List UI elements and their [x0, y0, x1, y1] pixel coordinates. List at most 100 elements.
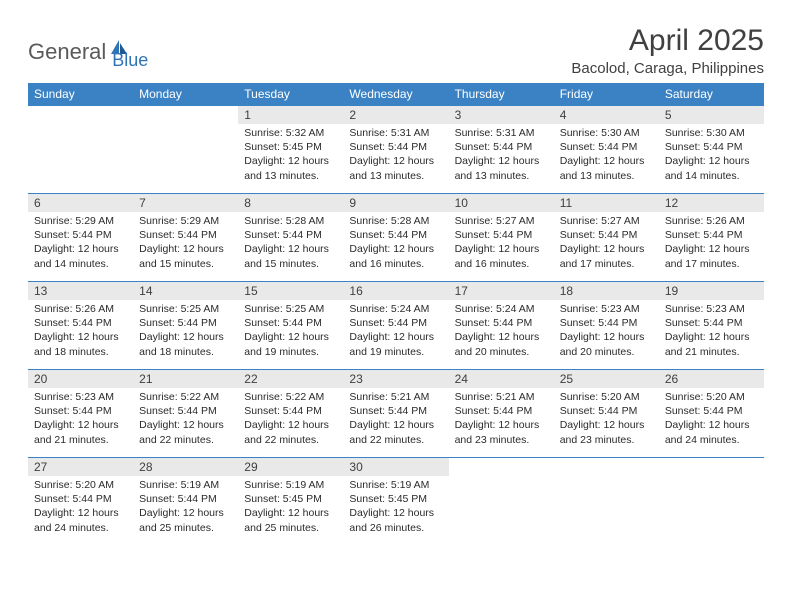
calendar-body: 1Sunrise: 5:32 AMSunset: 5:45 PMDaylight… — [28, 106, 764, 546]
day-details: Sunrise: 5:20 AMSunset: 5:44 PMDaylight:… — [554, 388, 659, 451]
logo-text-part2: Blue — [112, 50, 148, 71]
calendar-row: 6Sunrise: 5:29 AMSunset: 5:44 PMDaylight… — [28, 194, 764, 282]
weekday-header: Thursday — [449, 83, 554, 106]
day-details: Sunrise: 5:27 AMSunset: 5:44 PMDaylight:… — [554, 212, 659, 275]
day-details: Sunrise: 5:24 AMSunset: 5:44 PMDaylight:… — [449, 300, 554, 363]
day-details: Sunrise: 5:27 AMSunset: 5:44 PMDaylight:… — [449, 212, 554, 275]
calendar-cell: 7Sunrise: 5:29 AMSunset: 5:44 PMDaylight… — [133, 194, 238, 282]
day-details: Sunrise: 5:22 AMSunset: 5:44 PMDaylight:… — [133, 388, 238, 451]
calendar-cell: 10Sunrise: 5:27 AMSunset: 5:44 PMDayligh… — [449, 194, 554, 282]
day-number: 7 — [133, 194, 238, 212]
calendar-cell: 12Sunrise: 5:26 AMSunset: 5:44 PMDayligh… — [659, 194, 764, 282]
page-title: April 2025 — [571, 24, 764, 58]
day-number: 17 — [449, 282, 554, 300]
logo-text-part1: General — [28, 39, 106, 65]
calendar-cell: 19Sunrise: 5:23 AMSunset: 5:44 PMDayligh… — [659, 282, 764, 370]
day-details: Sunrise: 5:29 AMSunset: 5:44 PMDaylight:… — [28, 212, 133, 275]
day-number: 20 — [28, 370, 133, 388]
day-number: 26 — [659, 370, 764, 388]
weekday-header: Tuesday — [238, 83, 343, 106]
calendar-cell: 5Sunrise: 5:30 AMSunset: 5:44 PMDaylight… — [659, 106, 764, 194]
calendar-cell: 30Sunrise: 5:19 AMSunset: 5:45 PMDayligh… — [343, 458, 448, 546]
day-number: 30 — [343, 458, 448, 476]
day-details: Sunrise: 5:20 AMSunset: 5:44 PMDaylight:… — [659, 388, 764, 451]
day-details: Sunrise: 5:22 AMSunset: 5:44 PMDaylight:… — [238, 388, 343, 451]
calendar-row: 27Sunrise: 5:20 AMSunset: 5:44 PMDayligh… — [28, 458, 764, 546]
day-details: Sunrise: 5:28 AMSunset: 5:44 PMDaylight:… — [343, 212, 448, 275]
day-number: 16 — [343, 282, 448, 300]
weekday-header: Friday — [554, 83, 659, 106]
weekday-header: Saturday — [659, 83, 764, 106]
calendar-cell: 21Sunrise: 5:22 AMSunset: 5:44 PMDayligh… — [133, 370, 238, 458]
calendar-cell: 16Sunrise: 5:24 AMSunset: 5:44 PMDayligh… — [343, 282, 448, 370]
day-details: Sunrise: 5:24 AMSunset: 5:44 PMDaylight:… — [343, 300, 448, 363]
weekday-header: Wednesday — [343, 83, 448, 106]
location-subtitle: Bacolod, Caraga, Philippines — [571, 60, 764, 77]
day-details: Sunrise: 5:20 AMSunset: 5:44 PMDaylight:… — [28, 476, 133, 539]
calendar-cell — [554, 458, 659, 546]
calendar-cell: 25Sunrise: 5:20 AMSunset: 5:44 PMDayligh… — [554, 370, 659, 458]
calendar-row: 1Sunrise: 5:32 AMSunset: 5:45 PMDaylight… — [28, 106, 764, 194]
calendar-cell: 6Sunrise: 5:29 AMSunset: 5:44 PMDaylight… — [28, 194, 133, 282]
day-number: 4 — [554, 106, 659, 124]
day-number: 5 — [659, 106, 764, 124]
day-details: Sunrise: 5:25 AMSunset: 5:44 PMDaylight:… — [133, 300, 238, 363]
day-number: 14 — [133, 282, 238, 300]
day-details: Sunrise: 5:29 AMSunset: 5:44 PMDaylight:… — [133, 212, 238, 275]
weekday-header-row: Sunday Monday Tuesday Wednesday Thursday… — [28, 83, 764, 106]
calendar-cell — [28, 106, 133, 194]
calendar-cell: 14Sunrise: 5:25 AMSunset: 5:44 PMDayligh… — [133, 282, 238, 370]
day-number: 6 — [28, 194, 133, 212]
day-details: Sunrise: 5:31 AMSunset: 5:44 PMDaylight:… — [449, 124, 554, 187]
calendar-cell: 28Sunrise: 5:19 AMSunset: 5:44 PMDayligh… — [133, 458, 238, 546]
calendar-cell: 1Sunrise: 5:32 AMSunset: 5:45 PMDaylight… — [238, 106, 343, 194]
day-details: Sunrise: 5:32 AMSunset: 5:45 PMDaylight:… — [238, 124, 343, 187]
calendar-cell: 4Sunrise: 5:30 AMSunset: 5:44 PMDaylight… — [554, 106, 659, 194]
day-number: 15 — [238, 282, 343, 300]
day-details: Sunrise: 5:21 AMSunset: 5:44 PMDaylight:… — [343, 388, 448, 451]
day-number: 21 — [133, 370, 238, 388]
calendar-cell: 24Sunrise: 5:21 AMSunset: 5:44 PMDayligh… — [449, 370, 554, 458]
calendar-row: 13Sunrise: 5:26 AMSunset: 5:44 PMDayligh… — [28, 282, 764, 370]
day-number: 9 — [343, 194, 448, 212]
calendar-cell — [133, 106, 238, 194]
day-number: 27 — [28, 458, 133, 476]
calendar-cell: 9Sunrise: 5:28 AMSunset: 5:44 PMDaylight… — [343, 194, 448, 282]
calendar-cell: 15Sunrise: 5:25 AMSunset: 5:44 PMDayligh… — [238, 282, 343, 370]
day-number: 13 — [28, 282, 133, 300]
day-number: 23 — [343, 370, 448, 388]
day-details: Sunrise: 5:31 AMSunset: 5:44 PMDaylight:… — [343, 124, 448, 187]
weekday-header: Sunday — [28, 83, 133, 106]
day-number: 12 — [659, 194, 764, 212]
day-details: Sunrise: 5:23 AMSunset: 5:44 PMDaylight:… — [28, 388, 133, 451]
calendar-cell — [449, 458, 554, 546]
day-details: Sunrise: 5:26 AMSunset: 5:44 PMDaylight:… — [659, 212, 764, 275]
calendar-cell: 23Sunrise: 5:21 AMSunset: 5:44 PMDayligh… — [343, 370, 448, 458]
day-number: 22 — [238, 370, 343, 388]
calendar-cell: 22Sunrise: 5:22 AMSunset: 5:44 PMDayligh… — [238, 370, 343, 458]
day-number: 11 — [554, 194, 659, 212]
calendar-cell: 29Sunrise: 5:19 AMSunset: 5:45 PMDayligh… — [238, 458, 343, 546]
calendar-cell: 3Sunrise: 5:31 AMSunset: 5:44 PMDaylight… — [449, 106, 554, 194]
calendar-cell: 17Sunrise: 5:24 AMSunset: 5:44 PMDayligh… — [449, 282, 554, 370]
header: General Blue April 2025 Bacolod, Caraga,… — [28, 24, 764, 77]
day-details: Sunrise: 5:19 AMSunset: 5:44 PMDaylight:… — [133, 476, 238, 539]
day-details: Sunrise: 5:23 AMSunset: 5:44 PMDaylight:… — [659, 300, 764, 363]
day-number: 8 — [238, 194, 343, 212]
calendar-cell: 20Sunrise: 5:23 AMSunset: 5:44 PMDayligh… — [28, 370, 133, 458]
day-details: Sunrise: 5:25 AMSunset: 5:44 PMDaylight:… — [238, 300, 343, 363]
day-details: Sunrise: 5:23 AMSunset: 5:44 PMDaylight:… — [554, 300, 659, 363]
logo: General Blue — [28, 24, 148, 71]
day-details: Sunrise: 5:19 AMSunset: 5:45 PMDaylight:… — [343, 476, 448, 539]
day-details: Sunrise: 5:30 AMSunset: 5:44 PMDaylight:… — [554, 124, 659, 187]
calendar-row: 20Sunrise: 5:23 AMSunset: 5:44 PMDayligh… — [28, 370, 764, 458]
calendar-cell: 13Sunrise: 5:26 AMSunset: 5:44 PMDayligh… — [28, 282, 133, 370]
day-number: 10 — [449, 194, 554, 212]
day-number: 29 — [238, 458, 343, 476]
calendar-cell: 18Sunrise: 5:23 AMSunset: 5:44 PMDayligh… — [554, 282, 659, 370]
day-details: Sunrise: 5:28 AMSunset: 5:44 PMDaylight:… — [238, 212, 343, 275]
calendar-cell: 27Sunrise: 5:20 AMSunset: 5:44 PMDayligh… — [28, 458, 133, 546]
day-number: 3 — [449, 106, 554, 124]
day-details: Sunrise: 5:19 AMSunset: 5:45 PMDaylight:… — [238, 476, 343, 539]
title-block: April 2025 Bacolod, Caraga, Philippines — [571, 24, 764, 77]
